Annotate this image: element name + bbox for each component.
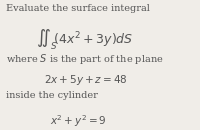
Text: $x^2 + y^2 = 9$: $x^2 + y^2 = 9$ [50, 113, 107, 129]
Text: inside the cylinder: inside the cylinder [6, 91, 98, 100]
Text: Evaluate the surface integral: Evaluate the surface integral [6, 4, 150, 13]
Text: where $S$ is the part of the plane: where $S$ is the part of the plane [6, 52, 164, 66]
Text: $2x + 5y + z = 48$: $2x + 5y + z = 48$ [44, 73, 128, 87]
Text: $\iint_S\!(4x^2 + 3y)dS$: $\iint_S\!(4x^2 + 3y)dS$ [36, 27, 133, 52]
